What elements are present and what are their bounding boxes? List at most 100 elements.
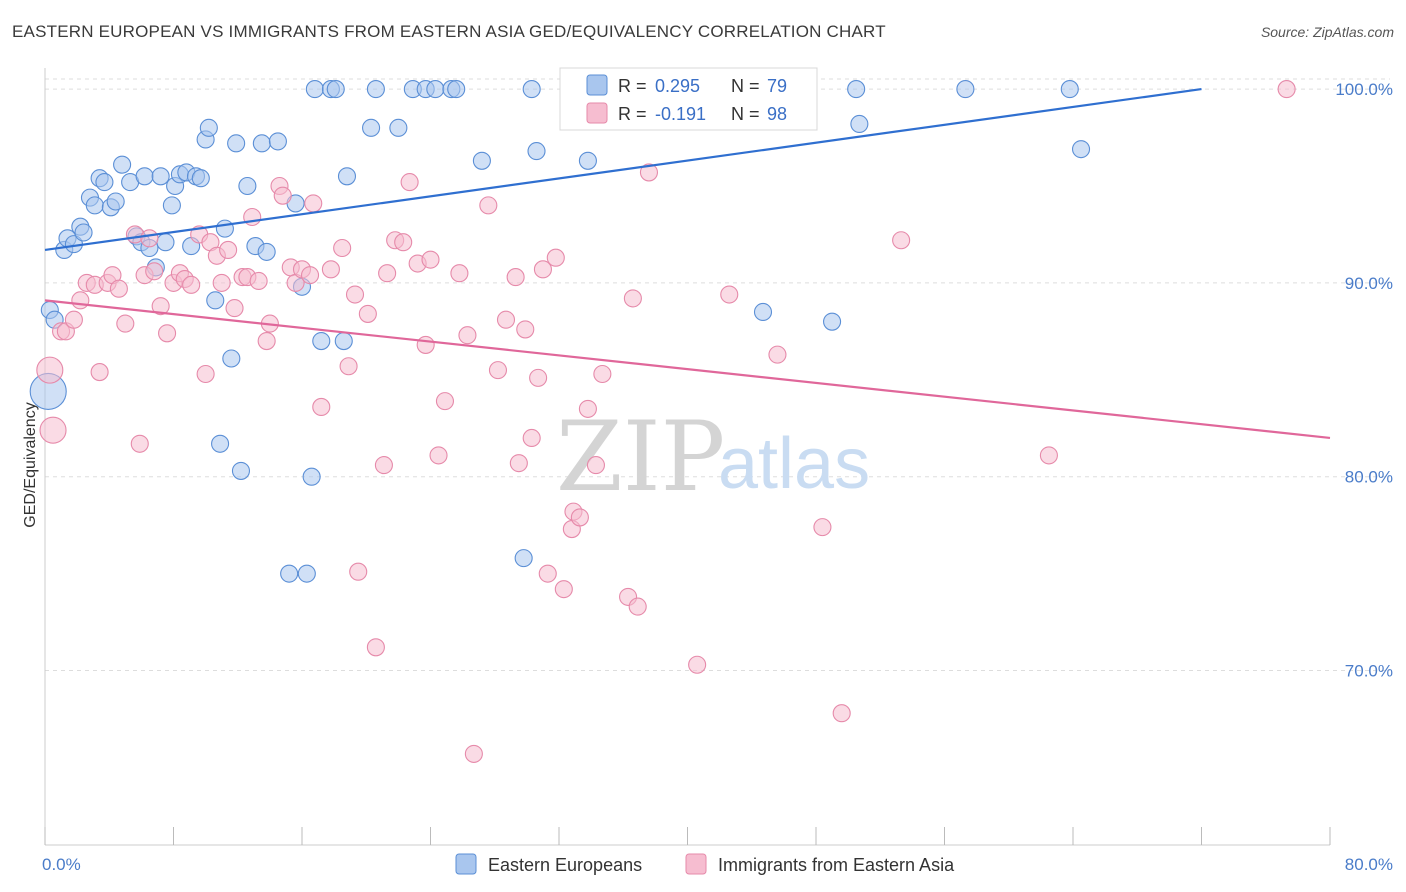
point-eastern-europeans: [151, 167, 170, 186]
legend-n-value-2: 98: [767, 104, 787, 124]
point-eastern-europeans: [337, 167, 357, 186]
point-immigrants-eastern-asia: [333, 238, 352, 258]
point-immigrants-eastern-asia: [623, 289, 642, 308]
stats-legend: R = 0.295 N = 79 R = -0.191 N = 98: [559, 67, 818, 131]
point-immigrants-eastern-asia: [182, 275, 201, 294]
point-eastern-europeans: [334, 331, 353, 351]
point-immigrants-eastern-asia: [345, 285, 365, 304]
point-eastern-europeans: [366, 80, 385, 99]
point-eastern-europeans: [326, 80, 345, 99]
point-eastern-europeans: [850, 114, 869, 134]
y-tick-label: 90.0%: [1345, 274, 1393, 293]
point-immigrants-eastern-asia: [586, 456, 605, 475]
point-eastern-europeans: [85, 196, 104, 215]
series-legend-label-immigrants-eastern-asia: Immigrants from Eastern Asia: [718, 855, 955, 875]
y-axis-label: GED/Equivalency: [22, 402, 39, 527]
point-eastern-europeans: [753, 302, 773, 322]
point-immigrants-eastern-asia: [546, 248, 565, 267]
point-immigrants-eastern-asia: [639, 163, 659, 182]
point-eastern-europeans: [231, 461, 251, 480]
point-eastern-europeans: [215, 219, 234, 238]
point-eastern-europeans: [280, 564, 299, 583]
point-eastern-europeans: [74, 223, 93, 242]
point-immigrants-eastern-asia: [225, 299, 244, 318]
trend-lines: [44, 87, 1331, 440]
watermark: ZIP atlas: [556, 401, 870, 513]
point-immigrants-eastern-asia: [813, 518, 832, 537]
point-eastern-europeans: [302, 467, 321, 486]
point-immigrants-eastern-asia: [145, 262, 164, 281]
point-eastern-europeans: [847, 80, 866, 99]
point-eastern-europeans: [106, 192, 125, 211]
point-immigrants-eastern-asia: [488, 361, 508, 380]
point-eastern-europeans: [522, 80, 541, 99]
y-tick-label: 100.0%: [1335, 80, 1393, 99]
point-immigrants-eastern-asia: [416, 335, 435, 354]
point-immigrants-eastern-asia: [394, 233, 413, 252]
point-immigrants-eastern-asia: [429, 446, 448, 465]
legend-r-label-2: R =: [618, 104, 647, 124]
point-eastern-europeans: [362, 118, 381, 137]
point-eastern-europeans: [956, 80, 975, 99]
point-immigrants-eastern-asia: [628, 597, 647, 616]
point-eastern-europeans: [211, 434, 230, 453]
point-immigrants-eastern-asia: [71, 291, 90, 310]
point-immigrants-eastern-asia: [130, 434, 149, 453]
point-eastern-europeans: [222, 349, 241, 368]
legend-r-value-1: 0.295: [655, 76, 700, 96]
trend-line-eastern-europeans: [44, 87, 1202, 252]
point-immigrants-eastern-asia: [509, 454, 528, 473]
point-eastern-europeans: [199, 118, 218, 137]
point-immigrants-eastern-asia: [400, 173, 419, 192]
point-immigrants-eastern-asia: [151, 297, 170, 316]
y-tick-label: 70.0%: [1345, 662, 1393, 681]
point-eastern-europeans: [472, 151, 491, 170]
point-immigrants-eastern-asia: [593, 364, 612, 384]
point-immigrants-eastern-asia: [720, 285, 739, 304]
point-eastern-europeans: [252, 134, 271, 153]
point-immigrants-eastern-asia: [570, 508, 589, 527]
point-eastern-europeans: [206, 291, 225, 310]
point-immigrants-eastern-asia: [533, 260, 552, 279]
legend-r-label-1: R =: [618, 76, 647, 96]
point-eastern-europeans: [191, 169, 210, 188]
x-tick-labels: 0.0% 80.0%: [42, 855, 1393, 874]
point-immigrants-eastern-asia: [538, 564, 557, 583]
point-eastern-europeans: [578, 151, 597, 170]
point-immigrants-eastern-asia: [516, 320, 535, 339]
point-immigrants-eastern-asia: [273, 186, 292, 205]
point-eastern-europeans: [312, 331, 331, 351]
point-immigrants-eastern-asia: [109, 279, 128, 298]
legend-n-label-2: N =: [731, 104, 760, 124]
series-legend: Eastern Europeans Immigrants from Easter…: [455, 853, 955, 875]
legend-r-value-2: -0.191: [655, 104, 706, 124]
point-immigrants-eastern-asia: [358, 304, 377, 323]
point-immigrants-eastern-asia: [458, 326, 477, 345]
point-immigrants-eastern-asia: [450, 264, 469, 283]
point-immigrants-eastern-asia: [249, 271, 268, 291]
watermark-zip: ZIP: [556, 401, 725, 513]
source-label: Source: ZipAtlas.com: [1260, 24, 1394, 40]
point-immigrants-eastern-asia: [464, 744, 483, 763]
point-eastern-europeans: [238, 176, 257, 196]
x-tick-label: 80.0%: [1345, 855, 1393, 874]
point-immigrants-eastern-asia: [421, 250, 440, 269]
point-immigrants-eastern-asia: [578, 399, 597, 418]
point-immigrants-eastern-asia: [554, 580, 573, 599]
point-eastern-europeans: [227, 134, 246, 153]
point-immigrants-eastern-asia: [496, 310, 516, 329]
point-eastern-europeans: [447, 80, 466, 99]
point-immigrants-eastern-asia: [212, 273, 231, 292]
point-immigrants-eastern-asia: [892, 231, 911, 250]
point-immigrants-eastern-asia: [321, 260, 340, 279]
point-eastern-europeans: [95, 173, 114, 192]
point-eastern-europeans: [297, 564, 316, 583]
point-immigrants-eastern-asia: [688, 655, 707, 674]
point-eastern-europeans: [257, 242, 276, 261]
point-immigrants-eastern-asia: [479, 196, 498, 215]
point-immigrants-eastern-asia: [312, 397, 331, 417]
point-eastern-europeans: [268, 132, 287, 151]
point-immigrants-eastern-asia: [300, 266, 320, 285]
point-immigrants-eastern-asia: [116, 314, 135, 333]
point-immigrants-eastern-asia: [435, 392, 455, 411]
